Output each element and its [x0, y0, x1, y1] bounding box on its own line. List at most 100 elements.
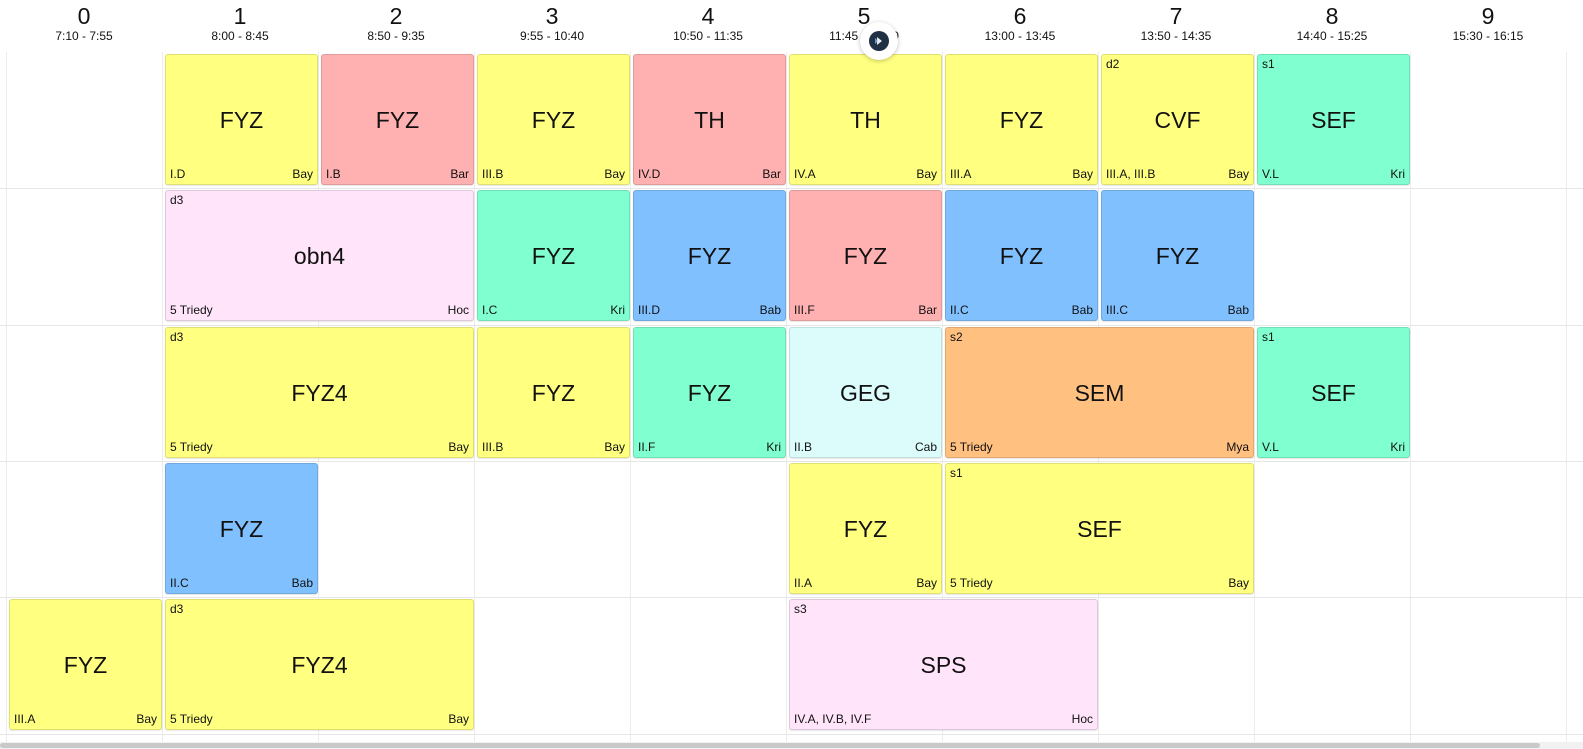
period-time: 10:50 - 11:35 [673, 29, 743, 43]
lesson-card[interactable]: FYZ I.D Bay [165, 54, 318, 185]
scrollbar-thumb[interactable] [0, 743, 1540, 748]
period-time: 9:55 - 10:40 [519, 29, 585, 43]
lesson-class: 5 Triedy [170, 303, 213, 317]
lesson-teacher: Bay [1228, 167, 1249, 181]
lesson-class: III.B [482, 440, 504, 454]
lesson-class: I.B [326, 167, 341, 181]
lesson-subject: FYZ [687, 379, 732, 406]
period-header-8: 8 14:40 - 15:25 [1254, 0, 1410, 52]
lesson-teacher: Bab [1227, 303, 1249, 317]
lesson-teacher: Kri [610, 303, 625, 317]
period-number: 9 [1481, 3, 1495, 29]
lesson-card[interactable]: d3 obn4 5 Triedy Hoc [165, 190, 474, 321]
lesson-subject: GEG [839, 379, 892, 406]
lesson-teacher: Bay [448, 440, 469, 454]
lesson-teacher: Bar [762, 167, 781, 181]
lesson-card[interactable]: FYZ III.D Bab [633, 190, 786, 321]
period-number: 7 [1169, 3, 1183, 29]
grid-column-line [162, 52, 163, 742]
lesson-class: 5 Triedy [170, 712, 213, 726]
lesson-class: III.B [482, 167, 504, 181]
lesson-card[interactable]: FYZ III.F Bar [789, 190, 942, 321]
lesson-card[interactable]: TH IV.A Bay [789, 54, 942, 185]
period-time: 8:50 - 9:35 [367, 29, 425, 43]
lesson-teacher: Bay [916, 576, 937, 590]
lesson-class: IV.A [794, 167, 816, 181]
lesson-class: II.C [170, 576, 189, 590]
lesson-teacher: Cab [914, 440, 937, 454]
timetable-grid: FYZ I.D Bay FYZ I.B Bar FYZ III.B Bay TH IV.D Bar TH… [0, 52, 1583, 742]
period-header-0: 0 7:10 - 7:55 [6, 0, 162, 52]
lesson-card[interactable]: TH IV.D Bar [633, 54, 786, 185]
lesson-class: V.L [1262, 167, 1279, 181]
lesson-card[interactable]: s2 SEM 5 Triedy Mya [945, 327, 1254, 458]
horizontal-scrollbar[interactable] [0, 742, 1583, 749]
floating-action-button[interactable] [860, 22, 898, 60]
lesson-card[interactable]: GEG II.B Cab [789, 327, 942, 458]
lesson-group: s1 [950, 466, 963, 480]
lesson-subject: obn4 [293, 242, 346, 269]
period-header-7: 7 13:50 - 14:35 [1098, 0, 1254, 52]
lesson-subject: FYZ [531, 379, 576, 406]
lesson-subject: FYZ [843, 242, 888, 269]
lesson-subject: TH [694, 106, 725, 133]
lesson-card[interactable]: d2 CVF III.A, III.B Bay [1101, 54, 1254, 185]
lesson-group: d2 [1106, 57, 1120, 71]
lesson-teacher: Bar [450, 167, 469, 181]
lesson-card[interactable]: d3 FYZ4 5 Triedy Bay [165, 599, 474, 730]
period-header-6: 6 13:00 - 13:45 [942, 0, 1098, 52]
lesson-subject: SEF [1311, 379, 1356, 406]
period-time: 14:40 - 15:25 [1296, 29, 1368, 43]
grid-column-line [6, 52, 7, 742]
lesson-card[interactable]: FYZ II.F Kri [633, 327, 786, 458]
grid-row-line [0, 188, 1583, 189]
lesson-group: s3 [794, 602, 807, 616]
lesson-class: III.A, III.B [1106, 167, 1156, 181]
lesson-card[interactable]: FYZ II.A Bay [789, 463, 942, 594]
lesson-teacher: Mya [1226, 440, 1249, 454]
period-header-row: 0 7:10 - 7:55 1 8:00 - 8:45 2 8:50 - 9:3… [0, 0, 1583, 52]
lesson-subject: FYZ [1155, 242, 1200, 269]
lesson-card[interactable]: s1 SEF 5 Triedy Bay [945, 463, 1254, 594]
lesson-subject: CVF [1154, 106, 1201, 133]
lesson-card[interactable]: s3 SPS IV.A, IV.B, IV.F Hoc [789, 599, 1098, 730]
lesson-card[interactable]: FYZ I.B Bar [321, 54, 474, 185]
lesson-teacher: Bay [916, 167, 937, 181]
lesson-class: IV.D [638, 167, 661, 181]
lesson-card[interactable]: FYZ II.C Bab [165, 463, 318, 594]
lesson-card[interactable]: s1 SEF V.L Kri [1257, 327, 1410, 458]
period-header-3: 3 9:55 - 10:40 [474, 0, 630, 52]
period-header-2: 2 8:50 - 9:35 [318, 0, 474, 52]
lesson-class: II.F [638, 440, 656, 454]
lesson-card[interactable]: FYZ III.C Bab [1101, 190, 1254, 321]
lesson-card[interactable]: FYZ II.C Bab [945, 190, 1098, 321]
lesson-class: 5 Triedy [170, 440, 213, 454]
lesson-card[interactable]: FYZ III.A Bay [945, 54, 1098, 185]
lesson-subject: FYZ [375, 106, 420, 133]
lesson-group: d3 [170, 193, 184, 207]
lesson-card[interactable]: FYZ III.B Bay [477, 54, 630, 185]
lesson-card[interactable]: d3 FYZ4 5 Triedy Bay [165, 327, 474, 458]
lesson-teacher: Kri [1390, 167, 1405, 181]
period-number: 6 [1013, 3, 1027, 29]
grid-column-line [942, 52, 943, 742]
lesson-card[interactable]: FYZ I.C Kri [477, 190, 630, 321]
lesson-card[interactable]: FYZ III.A Bay [9, 599, 162, 730]
lesson-teacher: Bay [604, 167, 625, 181]
period-number: 2 [389, 3, 403, 29]
lesson-teacher: Bay [604, 440, 625, 454]
period-number: 8 [1325, 3, 1339, 29]
lesson-card[interactable]: s1 SEF V.L Kri [1257, 54, 1410, 185]
period-time: 7:10 - 7:55 [55, 29, 113, 43]
period-header-1: 1 8:00 - 8:45 [162, 0, 318, 52]
lesson-teacher: Hoc [1071, 712, 1093, 726]
lesson-subject: TH [850, 106, 881, 133]
lesson-subject: FYZ [219, 106, 264, 133]
grid-row-line [0, 597, 1583, 598]
lesson-subject: FYZ [999, 106, 1044, 133]
lesson-card[interactable]: FYZ III.B Bay [477, 327, 630, 458]
grid-column-line [1410, 52, 1411, 742]
lesson-class: II.C [950, 303, 969, 317]
lesson-teacher: Bar [918, 303, 937, 317]
period-number: 5 [857, 3, 871, 29]
